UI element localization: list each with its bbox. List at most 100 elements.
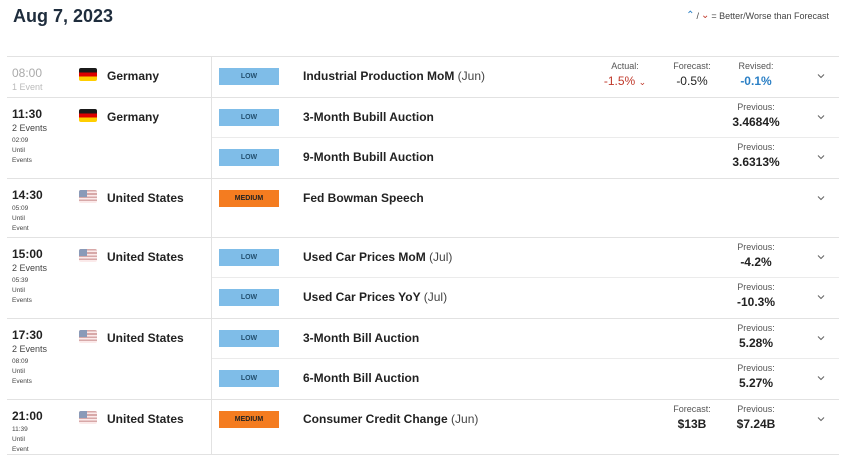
event-country: Germany bbox=[107, 69, 160, 83]
chevron-down-icon[interactable] bbox=[817, 293, 825, 301]
chevron-down-icon[interactable] bbox=[817, 334, 825, 342]
impact-badge: LOW bbox=[219, 149, 279, 166]
event-group: 11:30 2 Events 02:09 Until Events Germany … bbox=[7, 98, 839, 179]
event-time: 11:30 bbox=[12, 107, 43, 121]
event-row[interactable]: LOW 3-Month Bill Auction Previous: 5.28% bbox=[212, 319, 839, 359]
previous-stat: Previous: 5.28% bbox=[726, 323, 786, 350]
event-group: 21:00 11:39 Until Event United States MEDI… bbox=[7, 400, 839, 455]
us-flag-icon bbox=[79, 330, 97, 343]
previous-stat: Previous: 3.4684% bbox=[726, 102, 786, 129]
impact-badge: LOW bbox=[219, 68, 279, 85]
event-row[interactable]: LOW Used Car Prices YoY (Jul) Previous: … bbox=[212, 278, 839, 318]
previous-stat: Previous: 3.6313% bbox=[726, 142, 786, 169]
calendar-header: Aug 7, 2023 ⌃ / ⌄ = Better/Worse than Fo… bbox=[0, 0, 851, 40]
event-time: 14:30 bbox=[12, 188, 43, 202]
event-count: 1 Event bbox=[12, 82, 43, 92]
forecast-stat: Forecast: -0.5% bbox=[662, 61, 722, 88]
chevron-down-icon[interactable] bbox=[817, 194, 825, 202]
previous-value: -4.2% bbox=[740, 255, 772, 269]
previous-stat: Previous: -4.2% bbox=[726, 242, 786, 269]
event-count: 2 Events bbox=[12, 344, 48, 354]
event-group-info: 08:00 1 Event Germany bbox=[7, 57, 212, 97]
event-group-info: 21:00 11:39 Until Event United States bbox=[7, 400, 212, 454]
chevron-down-icon[interactable] bbox=[817, 415, 825, 423]
event-row[interactable]: LOW Industrial Production MoM (Jun) Actu… bbox=[212, 57, 839, 97]
previous-value: 3.4684% bbox=[732, 115, 780, 129]
event-row[interactable]: MEDIUM Consumer Credit Change (Jun) Fore… bbox=[212, 400, 839, 440]
event-group: 15:00 2 Events 05:39 Until Events United S… bbox=[7, 238, 839, 319]
impact-badge: LOW bbox=[219, 289, 279, 306]
impact-badge: MEDIUM bbox=[219, 411, 279, 428]
countdown: 05:39 Until Events bbox=[12, 277, 32, 304]
page-title: Aug 7, 2023 bbox=[13, 6, 114, 26]
germany-flag-icon bbox=[79, 68, 97, 81]
germany-flag-icon bbox=[79, 109, 97, 122]
previous-label: Previous: bbox=[737, 323, 775, 333]
legend-text: = Better/Worse than Forecast bbox=[711, 10, 829, 21]
event-group: 14:30 05:09 Until Event United States MEDI… bbox=[7, 179, 839, 238]
chevron-down-icon[interactable] bbox=[817, 72, 825, 80]
us-flag-icon bbox=[79, 190, 97, 203]
revised-label: Revised: bbox=[738, 61, 774, 71]
actual-label: Actual: bbox=[611, 61, 639, 71]
countdown: 11:39 Until Event bbox=[12, 426, 29, 453]
forecast-label: Forecast: bbox=[673, 404, 711, 414]
forecast-label: Forecast: bbox=[673, 61, 711, 71]
countdown: 05:09 Until Event bbox=[12, 205, 29, 232]
impact-badge: LOW bbox=[219, 249, 279, 266]
event-name: Fed Bowman Speech bbox=[303, 191, 424, 205]
event-time: 21:00 bbox=[12, 409, 43, 423]
previous-value: $7.24B bbox=[736, 417, 776, 431]
event-name: 6-Month Bill Auction bbox=[303, 371, 420, 385]
event-row[interactable]: LOW 6-Month Bill Auction Previous: 5.27% bbox=[212, 359, 839, 399]
event-count: 2 Events bbox=[12, 263, 48, 273]
event-row[interactable]: LOW Used Car Prices MoM (Jul) Previous: … bbox=[212, 238, 839, 278]
event-row[interactable]: MEDIUM Fed Bowman Speech bbox=[212, 179, 839, 219]
chevron-down-icon[interactable] bbox=[817, 153, 825, 161]
previous-label: Previous: bbox=[737, 363, 775, 373]
forecast-stat: Forecast: $13B bbox=[662, 404, 722, 431]
previous-stat: Previous: 5.27% bbox=[726, 363, 786, 390]
impact-badge: LOW bbox=[219, 109, 279, 126]
event-name: 3-Month Bubill Auction bbox=[303, 110, 434, 124]
previous-label: Previous: bbox=[737, 282, 775, 292]
event-row[interactable]: LOW 3-Month Bubill Auction Previous: 3.4… bbox=[212, 98, 839, 138]
event-country: United States bbox=[107, 191, 184, 205]
previous-label: Previous: bbox=[737, 242, 775, 252]
previous-label: Previous: bbox=[737, 142, 775, 152]
forecast-value: -0.5% bbox=[676, 74, 708, 88]
previous-label: Previous: bbox=[737, 404, 775, 414]
worse-arrow-icon: ⌄ bbox=[638, 77, 647, 87]
countdown: 08:09 Until Events bbox=[12, 358, 32, 385]
legend-separator: / bbox=[696, 10, 699, 21]
event-period: (Jun) bbox=[451, 412, 479, 426]
previous-value: -10.3% bbox=[736, 295, 776, 309]
countdown: 02:09 Until Events bbox=[12, 137, 32, 164]
event-group: 08:00 1 Event Germany LOW Industrial Pro… bbox=[7, 57, 839, 98]
event-group-info: 15:00 2 Events 05:39 Until Events United S… bbox=[7, 238, 212, 318]
previous-stat: Previous: $7.24B bbox=[726, 404, 786, 431]
previous-label: Previous: bbox=[737, 102, 775, 112]
event-name: Used Car Prices MoM (Jul) bbox=[303, 250, 453, 264]
event-count: 2 Events bbox=[12, 123, 48, 133]
impact-badge: LOW bbox=[219, 370, 279, 387]
revised-value: -0.1% bbox=[740, 74, 772, 88]
event-name: 9-Month Bubill Auction bbox=[303, 150, 434, 164]
us-flag-icon bbox=[79, 411, 97, 424]
chevron-down-icon[interactable] bbox=[817, 253, 825, 261]
previous-value: 5.27% bbox=[738, 376, 774, 390]
event-time: 17:30 bbox=[12, 328, 43, 342]
event-country: United States bbox=[107, 331, 184, 345]
previous-stat: Previous: -10.3% bbox=[726, 282, 786, 309]
forecast-value: $13B bbox=[677, 417, 707, 431]
event-time: 15:00 bbox=[12, 247, 43, 261]
event-name: Used Car Prices YoY (Jul) bbox=[303, 290, 448, 304]
forecast-legend: ⌃ / ⌄ = Better/Worse than Forecast bbox=[686, 10, 829, 21]
event-time: 08:00 bbox=[12, 66, 43, 80]
chevron-down-icon[interactable] bbox=[817, 374, 825, 382]
event-row[interactable]: LOW 9-Month Bubill Auction Previous: 3.6… bbox=[212, 138, 839, 178]
event-country: United States bbox=[107, 250, 184, 264]
economic-calendar-table: 08:00 1 Event Germany LOW Industrial Pro… bbox=[7, 56, 839, 455]
event-period: (Jul) bbox=[429, 250, 453, 264]
chevron-down-icon[interactable] bbox=[817, 113, 825, 121]
